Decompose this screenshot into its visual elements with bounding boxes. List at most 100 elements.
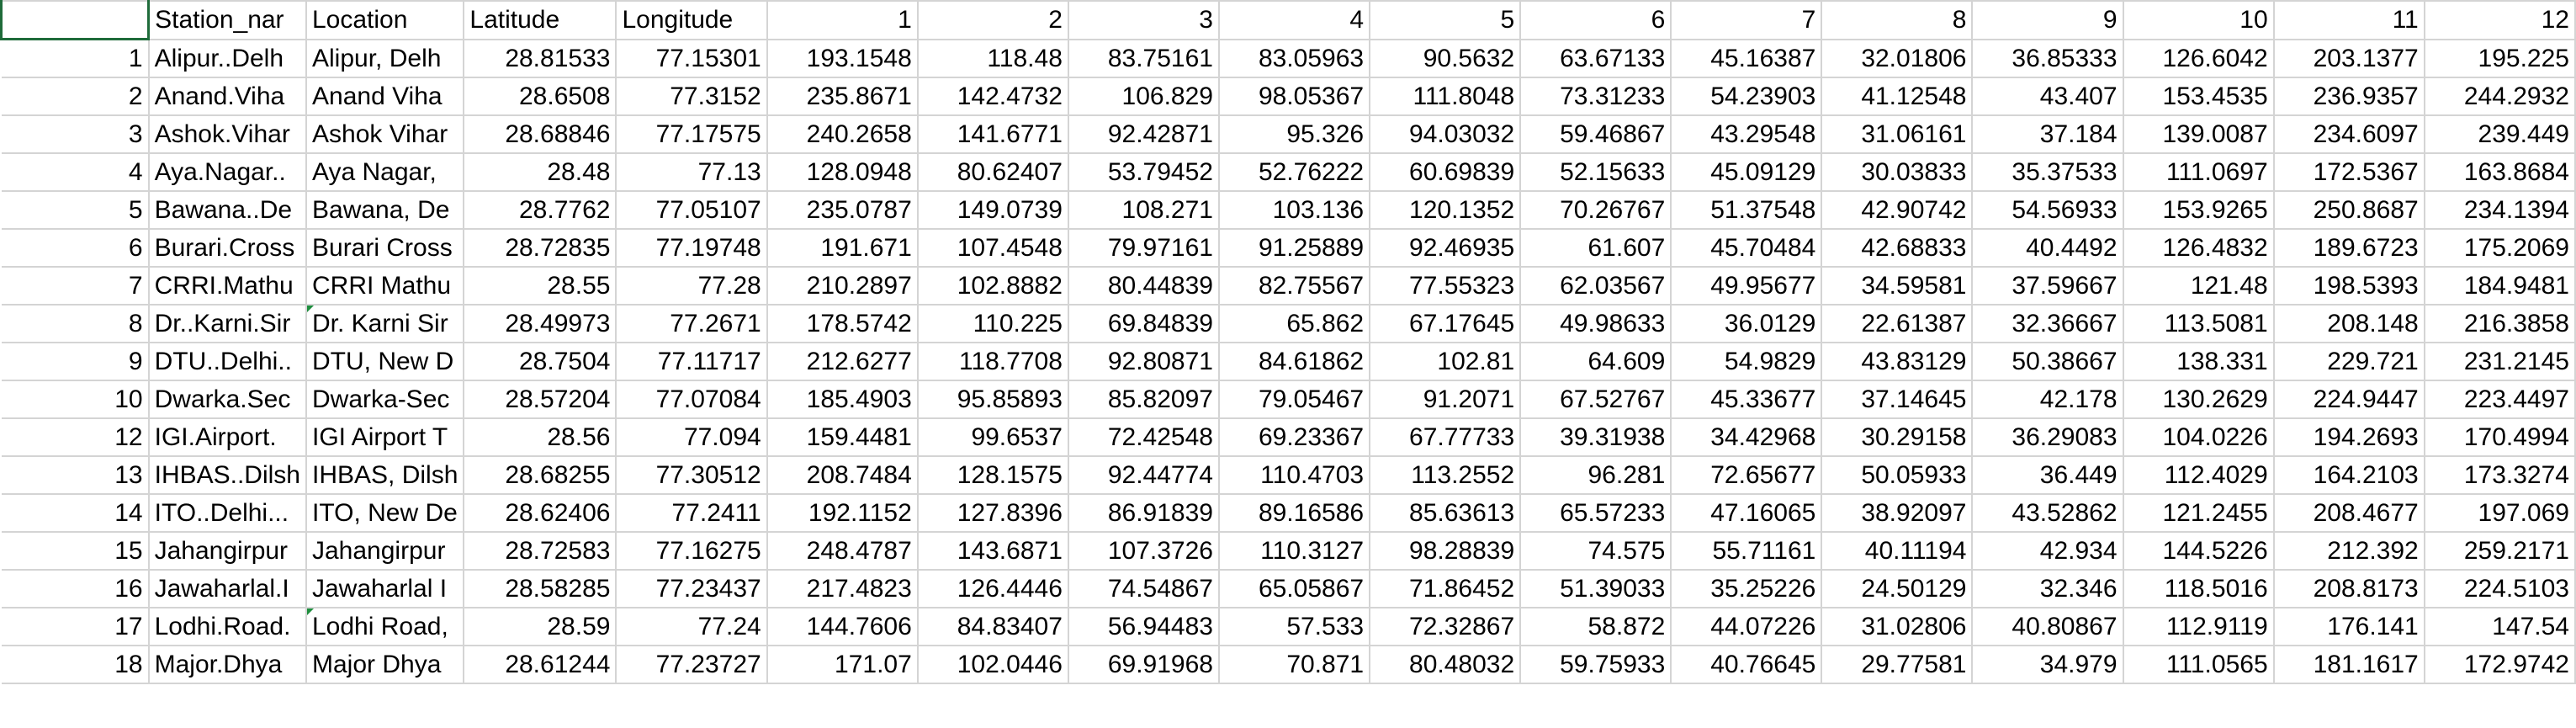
data-cell[interactable]: 113.2552: [1370, 456, 1522, 495]
station-name-cell[interactable]: Lodhi.Road.: [148, 608, 308, 646]
row-index-cell[interactable]: 9: [1, 343, 150, 381]
data-cell[interactable]: 185.4903: [766, 380, 919, 419]
data-cell[interactable]: 163.8684: [2424, 153, 2576, 192]
data-cell[interactable]: 147.54: [2424, 608, 2576, 646]
data-cell[interactable]: 24.50129: [1821, 570, 1974, 608]
data-cell[interactable]: 41.12548: [1821, 77, 1974, 116]
data-cell[interactable]: 208.8173: [2273, 570, 2425, 608]
location-cell[interactable]: IHBAS, Dilsh: [306, 456, 465, 495]
latitude-cell[interactable]: 28.62406: [464, 494, 617, 533]
data-cell[interactable]: 223.4497: [2424, 380, 2576, 419]
month-7-header[interactable]: 7: [1671, 0, 1823, 40]
station-name-cell[interactable]: Jahangirpur: [148, 532, 308, 571]
data-cell[interactable]: 70.26767: [1520, 191, 1672, 230]
data-cell[interactable]: 74.575: [1520, 532, 1672, 571]
longitude-cell[interactable]: 77.094: [616, 418, 768, 457]
station-name-cell[interactable]: Dwarka.Sec: [148, 380, 308, 419]
station-name-cell[interactable]: Jawaharlal.I: [148, 570, 308, 608]
longitude-cell[interactable]: 77.11717: [616, 343, 768, 381]
data-cell[interactable]: 121.2455: [2123, 494, 2275, 533]
station-name-header[interactable]: Station_nar: [148, 0, 308, 40]
data-cell[interactable]: 67.77733: [1370, 418, 1522, 457]
data-cell[interactable]: 248.4787: [766, 532, 919, 571]
data-cell[interactable]: 59.46867: [1520, 115, 1672, 154]
data-cell[interactable]: 91.2071: [1370, 380, 1522, 419]
row-index-cell[interactable]: 13: [1, 456, 150, 495]
location-cell[interactable]: Dwarka-Sec: [306, 380, 465, 419]
longitude-cell[interactable]: 77.2411: [616, 494, 768, 533]
station-name-cell[interactable]: IHBAS..Dilsh: [148, 456, 308, 495]
data-cell[interactable]: 216.3858: [2424, 305, 2576, 343]
data-cell[interactable]: 42.90742: [1821, 191, 1974, 230]
data-cell[interactable]: 120.1352: [1370, 191, 1522, 230]
data-cell[interactable]: 38.92097: [1821, 494, 1974, 533]
data-cell[interactable]: 43.83129: [1821, 343, 1974, 381]
data-cell[interactable]: 74.54867: [1068, 570, 1220, 608]
data-cell[interactable]: 73.31233: [1520, 77, 1672, 116]
data-cell[interactable]: 59.75933: [1520, 646, 1672, 684]
data-cell[interactable]: 32.36667: [1972, 305, 2124, 343]
data-cell[interactable]: 58.872: [1520, 608, 1672, 646]
latitude-cell[interactable]: 28.48: [464, 153, 617, 192]
row-index-cell[interactable]: 16: [1, 570, 150, 608]
longitude-cell[interactable]: 77.3152: [616, 77, 768, 116]
data-cell[interactable]: 95.326: [1218, 115, 1371, 154]
data-cell[interactable]: 35.37533: [1972, 153, 2124, 192]
data-cell[interactable]: 103.136: [1218, 191, 1371, 230]
data-cell[interactable]: 83.75161: [1068, 39, 1220, 78]
data-cell[interactable]: 127.8396: [917, 494, 1069, 533]
data-cell[interactable]: 110.3127: [1218, 532, 1371, 571]
location-header[interactable]: Location: [306, 0, 465, 40]
data-cell[interactable]: 172.5367: [2273, 153, 2425, 192]
data-cell[interactable]: 79.97161: [1068, 229, 1220, 268]
data-cell[interactable]: 231.2145: [2424, 343, 2576, 381]
data-cell[interactable]: 259.2171: [2424, 532, 2576, 571]
data-cell[interactable]: 203.1377: [2273, 39, 2425, 78]
data-cell[interactable]: 92.44774: [1068, 456, 1220, 495]
location-cell[interactable]: IGI Airport T: [306, 418, 465, 457]
data-cell[interactable]: 43.407: [1972, 77, 2124, 116]
row-index-cell[interactable]: 14: [1, 494, 150, 533]
data-cell[interactable]: 178.5742: [766, 305, 919, 343]
data-cell[interactable]: 36.29083: [1972, 418, 2124, 457]
row-index-cell[interactable]: 12: [1, 418, 150, 457]
data-cell[interactable]: 94.03032: [1370, 115, 1522, 154]
latitude-cell[interactable]: 28.68846: [464, 115, 617, 154]
location-cell[interactable]: Alipur, Delh: [306, 39, 465, 78]
data-cell[interactable]: 112.4029: [2123, 456, 2275, 495]
data-cell[interactable]: 56.94483: [1068, 608, 1220, 646]
data-cell[interactable]: 239.449: [2424, 115, 2576, 154]
data-cell[interactable]: 84.61862: [1218, 343, 1371, 381]
data-cell[interactable]: 143.6871: [917, 532, 1069, 571]
location-cell[interactable]: Major Dhya: [306, 646, 465, 684]
data-cell[interactable]: 47.16065: [1671, 494, 1823, 533]
month-11-header[interactable]: 11: [2273, 0, 2425, 40]
data-cell[interactable]: 111.8048: [1370, 77, 1522, 116]
data-cell[interactable]: 65.862: [1218, 305, 1371, 343]
data-cell[interactable]: 51.39033: [1520, 570, 1672, 608]
data-cell[interactable]: 62.03567: [1520, 267, 1672, 306]
data-cell[interactable]: 142.4732: [917, 77, 1069, 116]
data-cell[interactable]: 42.68833: [1821, 229, 1974, 268]
data-cell[interactable]: 208.4677: [2273, 494, 2425, 533]
data-cell[interactable]: 153.9265: [2123, 191, 2275, 230]
row-index-cell[interactable]: 6: [1, 229, 150, 268]
data-cell[interactable]: 144.5226: [2123, 532, 2275, 571]
data-cell[interactable]: 208.148: [2273, 305, 2425, 343]
data-cell[interactable]: 128.1575: [917, 456, 1069, 495]
data-cell[interactable]: 34.42968: [1671, 418, 1823, 457]
month-4-header[interactable]: 4: [1218, 0, 1371, 40]
latitude-cell[interactable]: 28.61244: [464, 646, 617, 684]
location-cell[interactable]: Jahangirpur: [306, 532, 465, 571]
data-cell[interactable]: 212.392: [2273, 532, 2425, 571]
data-cell[interactable]: 72.65677: [1671, 456, 1823, 495]
data-cell[interactable]: 36.85333: [1972, 39, 2124, 78]
data-cell[interactable]: 108.271: [1068, 191, 1220, 230]
station-name-cell[interactable]: Anand.Viha: [148, 77, 308, 116]
data-cell[interactable]: 111.0565: [2123, 646, 2275, 684]
month-6-header[interactable]: 6: [1520, 0, 1672, 40]
data-cell[interactable]: 138.331: [2123, 343, 2275, 381]
data-cell[interactable]: 52.15633: [1520, 153, 1672, 192]
station-name-cell[interactable]: ITO..Delhi...: [148, 494, 308, 533]
row-index-cell[interactable]: 10: [1, 380, 150, 419]
